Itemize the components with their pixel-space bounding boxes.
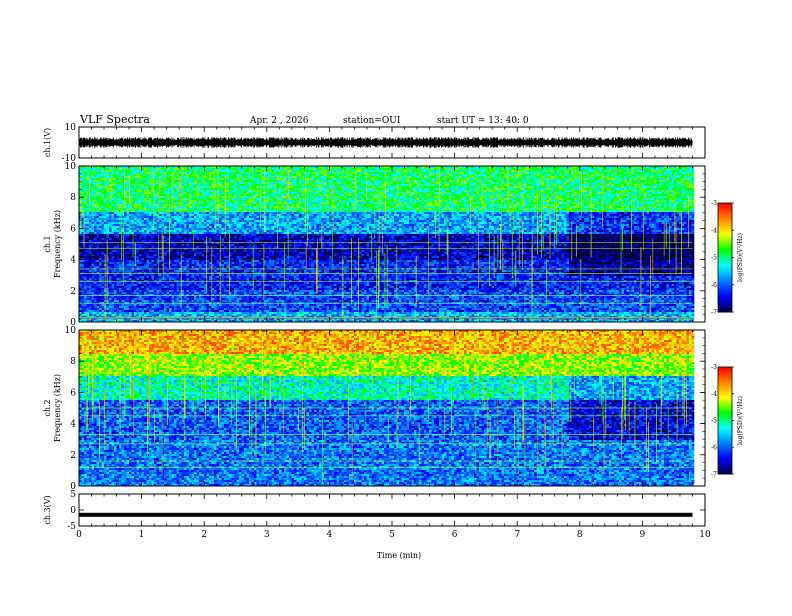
colorbar-tick-label: -4 bbox=[711, 227, 717, 234]
y-tick-label: 5 bbox=[70, 490, 76, 500]
x-tick-label: 5 bbox=[389, 530, 395, 540]
x-tick-label: 2 bbox=[201, 530, 207, 540]
x-tick-label: 8 bbox=[577, 530, 583, 540]
x-tick-label: 4 bbox=[327, 530, 333, 540]
x-tick-label: 10 bbox=[699, 530, 711, 540]
y-tick-label: 2 bbox=[70, 451, 76, 461]
ch2-colorbar: -3 -4 -5 -6 -7 log(PSD)(V²/Hz) bbox=[711, 364, 744, 478]
colorbar-tick-label: -5 bbox=[711, 418, 717, 425]
colorbar-tick-label: -3 bbox=[711, 200, 717, 207]
colorbar-tick-label: -3 bbox=[711, 364, 717, 371]
y-tick-label: 8 bbox=[70, 357, 76, 367]
figure-title: VLF Spectra bbox=[79, 113, 150, 126]
y-tick-label: 8 bbox=[70, 193, 76, 203]
y-tick-label: 2 bbox=[70, 287, 76, 297]
x-axis-title: Time (min) bbox=[377, 551, 421, 560]
colorbar-tick-label: -4 bbox=[711, 391, 717, 398]
y-axis-title: ch.1(V) bbox=[43, 128, 52, 157]
start-time-label: start UT = 13: 40: 0 bbox=[437, 116, 529, 126]
y-axis-title: ch.3(V) bbox=[43, 495, 52, 524]
x-tick-label: 6 bbox=[452, 530, 458, 540]
y-tick-label: 10 bbox=[65, 326, 77, 336]
colorbar-title: log(PSD)(V²/Hz) bbox=[737, 396, 744, 445]
y-axis-title-line: ch.2 bbox=[43, 399, 52, 416]
y-axis-title-line: ch.1 bbox=[43, 235, 52, 252]
date-label: Apr. 2 , 2026 bbox=[249, 116, 309, 126]
station-label: station=OUI bbox=[343, 116, 401, 126]
colorbar-tick-label: -6 bbox=[711, 282, 717, 289]
x-tick-label: 0 bbox=[76, 530, 82, 540]
spectrogram-cells bbox=[79, 166, 694, 322]
colorbar-title: log(PSD)(V²/Hz) bbox=[737, 233, 744, 282]
y-axis-title-line: Frequency (kHz) bbox=[53, 210, 62, 278]
colorbar-tick-label: -7 bbox=[711, 309, 717, 316]
x-tick-label: 3 bbox=[264, 530, 270, 540]
y-tick-label: 0 bbox=[70, 506, 76, 516]
y-tick-label: -5 bbox=[67, 522, 76, 532]
y-tick-label: 10 bbox=[65, 162, 77, 172]
colorbar-tick-label: -6 bbox=[711, 444, 717, 451]
y-tick-label: 6 bbox=[70, 388, 76, 398]
x-tick-label: 7 bbox=[514, 530, 520, 540]
x-tick-label: 9 bbox=[640, 530, 646, 540]
y-tick-label: 4 bbox=[70, 256, 76, 266]
series-line bbox=[79, 513, 692, 517]
y-tick-label: 6 bbox=[70, 224, 76, 234]
y-tick-label: 10 bbox=[65, 123, 77, 133]
x-tick-label: 1 bbox=[139, 530, 145, 540]
ch1-colorbar: -3 -4 -5 -6 -7 log(PSD)(V²/Hz) bbox=[711, 200, 744, 316]
y-axis-title-line: Frequency (kHz) bbox=[53, 374, 62, 442]
colorbar-tick-label: -5 bbox=[711, 255, 717, 262]
y-tick-label: 4 bbox=[70, 420, 76, 430]
colorbar-tick-label: -7 bbox=[711, 471, 717, 478]
series-line bbox=[79, 137, 692, 148]
